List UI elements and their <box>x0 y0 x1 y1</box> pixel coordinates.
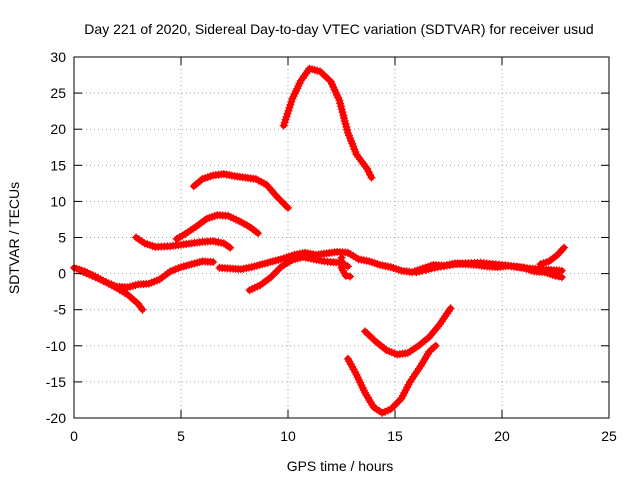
data-point-marker <box>557 273 566 282</box>
x-tick-label: 15 <box>387 428 403 444</box>
y-tick-label: -20 <box>46 410 66 426</box>
y-tick-label: 25 <box>50 85 66 101</box>
series-arc-2 <box>76 257 218 292</box>
series-arc-10 <box>343 341 440 417</box>
data-point-marker <box>226 243 235 252</box>
series-arc-13 <box>536 243 569 269</box>
x-tick-label: 25 <box>601 428 617 444</box>
x-tick-label: 0 <box>70 428 78 444</box>
data-point-marker <box>560 243 569 252</box>
series-layer <box>70 64 569 417</box>
x-tick-label: 5 <box>177 428 185 444</box>
series-arc-5 <box>189 170 292 212</box>
data-point-marker <box>209 258 218 266</box>
series-arc-6 <box>215 247 566 277</box>
y-tick-label: 20 <box>50 121 66 137</box>
data-point-marker <box>284 203 292 212</box>
y-axis-label: SDTVAR / TECUs <box>6 182 22 294</box>
series-arc-9 <box>337 253 355 281</box>
y-tick-label: 30 <box>50 49 66 65</box>
y-tick-label: -15 <box>46 374 66 390</box>
data-point-marker <box>367 173 376 182</box>
y-tick-label: 15 <box>50 157 66 173</box>
series-arc-12 <box>412 258 566 282</box>
data-point-marker <box>138 305 147 314</box>
data-point-marker <box>431 341 440 350</box>
ticks: 0 5 10 15 20 25 -20 -15 -10 -5 0 5 10 15 20 25 30 <box>46 49 617 444</box>
data-point-marker <box>343 262 352 271</box>
y-tick-label: -10 <box>46 338 66 354</box>
data-point-marker <box>346 272 355 281</box>
series-arc-3 <box>132 233 235 252</box>
data-point-marker <box>254 229 262 238</box>
y-tick-label: -5 <box>54 302 67 318</box>
series-arc-7 <box>245 253 352 295</box>
y-tick-label: 5 <box>58 230 66 246</box>
series-arc-11 <box>361 304 455 359</box>
chart-title: Day 221 of 2020, Sidereal Day-to-day VTE… <box>84 21 593 37</box>
data-point-marker <box>341 271 350 280</box>
series-arc-4 <box>172 211 262 243</box>
series-arc-8 <box>279 64 376 182</box>
x-axis-label: GPS time / hours <box>287 458 394 474</box>
y-tick-label: 0 <box>58 266 66 282</box>
x-tick-label: 10 <box>280 428 296 444</box>
y-tick-label: 10 <box>50 193 66 209</box>
data-point-marker <box>446 304 455 313</box>
x-tick-label: 20 <box>494 428 510 444</box>
